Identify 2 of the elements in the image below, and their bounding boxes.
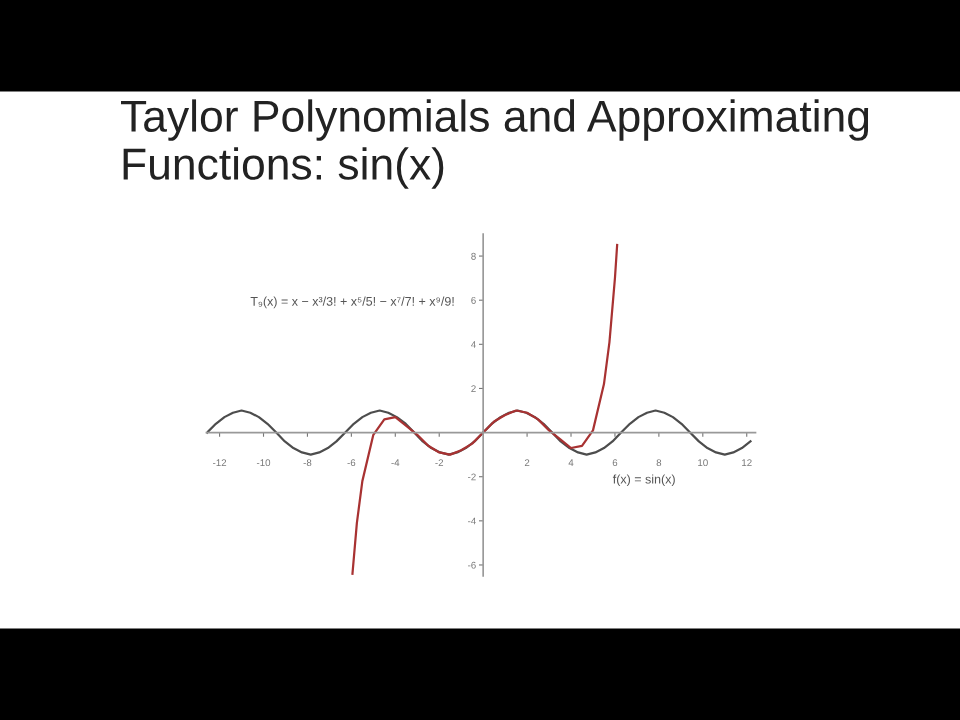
line-series: [206, 409, 752, 456]
chart-title: Taylor Polynomials and Approximating Functions: sin(x): [121, 99, 869, 189]
